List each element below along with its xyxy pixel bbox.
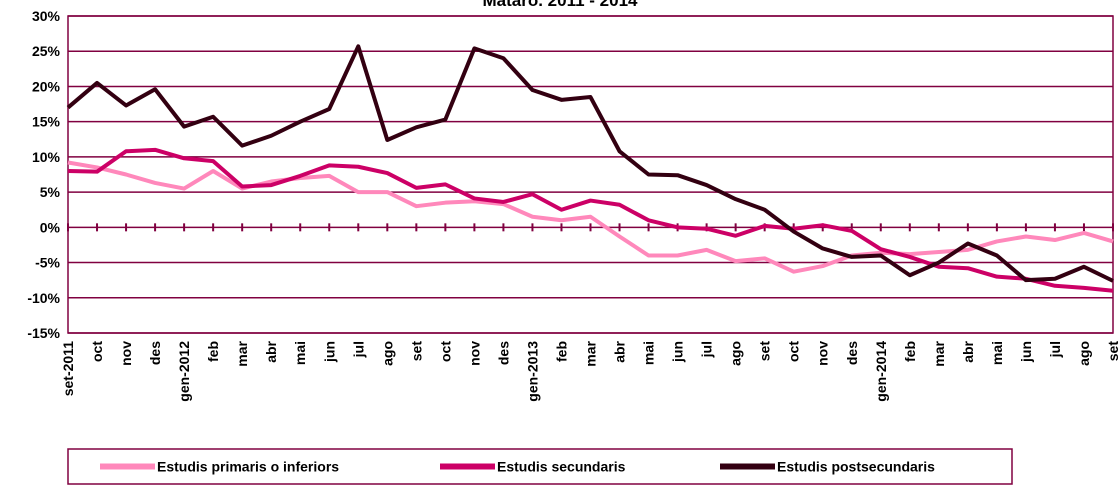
y-tick-label: 5% bbox=[40, 184, 61, 200]
x-tick-label: jul bbox=[1047, 341, 1063, 358]
x-tick-label: set bbox=[757, 341, 773, 362]
legend-label: Estudis primaris o inferiors bbox=[157, 459, 339, 475]
y-tick-label: -15% bbox=[27, 325, 60, 341]
y-tick-label: -10% bbox=[27, 290, 60, 306]
x-tick-label: mar bbox=[583, 340, 599, 366]
x-tick-label: ago bbox=[379, 341, 395, 366]
x-tick-label: set bbox=[408, 341, 424, 362]
plot-area bbox=[67, 15, 1114, 334]
x-tick-label: des bbox=[495, 341, 511, 365]
x-tick-label: ago bbox=[728, 341, 744, 366]
y-tick-label: 30% bbox=[32, 8, 61, 24]
x-tick-label: set bbox=[1105, 341, 1120, 362]
x-tick-label: feb bbox=[902, 341, 918, 362]
legend-label: Estudis secundaris bbox=[497, 459, 626, 475]
y-tick-label: 20% bbox=[32, 78, 61, 94]
x-tick-label: feb bbox=[205, 341, 221, 362]
x-tick-label: oct bbox=[89, 341, 105, 362]
x-tick-label: nov bbox=[815, 341, 831, 366]
x-tick-label: mar bbox=[931, 340, 947, 366]
x-tick-label: mai bbox=[292, 341, 308, 365]
series-line bbox=[67, 160, 1114, 274]
x-tick-label: gen-2013 bbox=[524, 341, 540, 402]
chart-title: Mataró. 2011 - 2014 bbox=[483, 0, 639, 10]
x-tick-label: jun bbox=[321, 341, 337, 363]
x-tick-label: des bbox=[147, 341, 163, 365]
x-tick-label: mai bbox=[641, 341, 657, 365]
x-tick-label: feb bbox=[553, 341, 569, 362]
x-tick-label: abr bbox=[960, 340, 976, 362]
x-tick-label: gen-2014 bbox=[873, 341, 889, 402]
x-tick-label: des bbox=[844, 341, 860, 365]
y-tick-label: 10% bbox=[32, 149, 61, 165]
legend-box bbox=[67, 448, 1013, 485]
x-tick-label: abr bbox=[263, 340, 279, 362]
x-tick-label: jun bbox=[1018, 341, 1034, 363]
x-tick-label: nov bbox=[466, 341, 482, 366]
x-tick-label: mar bbox=[234, 340, 250, 366]
x-tick-label: oct bbox=[437, 341, 453, 362]
y-tick-label: 0% bbox=[40, 219, 61, 235]
x-tick-label: ago bbox=[1076, 341, 1092, 366]
y-tick-label: 25% bbox=[32, 43, 61, 59]
x-tick-label: jun bbox=[670, 341, 686, 363]
x-tick-label: jul bbox=[350, 341, 366, 358]
x-tick-label: gen-2012 bbox=[176, 341, 192, 402]
x-tick-label: set-2011 bbox=[60, 341, 76, 396]
x-tick-label: mai bbox=[989, 341, 1005, 365]
y-tick-label: 15% bbox=[32, 114, 61, 130]
x-tick-label: abr bbox=[612, 340, 628, 362]
series-line bbox=[66, 44, 1114, 283]
x-tick-label: oct bbox=[786, 341, 802, 362]
x-tick-label: jul bbox=[699, 341, 715, 358]
y-tick-label: -5% bbox=[35, 255, 60, 271]
legend-label: Estudis postsecundaris bbox=[777, 459, 935, 475]
x-tick-label: nov bbox=[118, 341, 134, 366]
series-line bbox=[67, 147, 1114, 293]
